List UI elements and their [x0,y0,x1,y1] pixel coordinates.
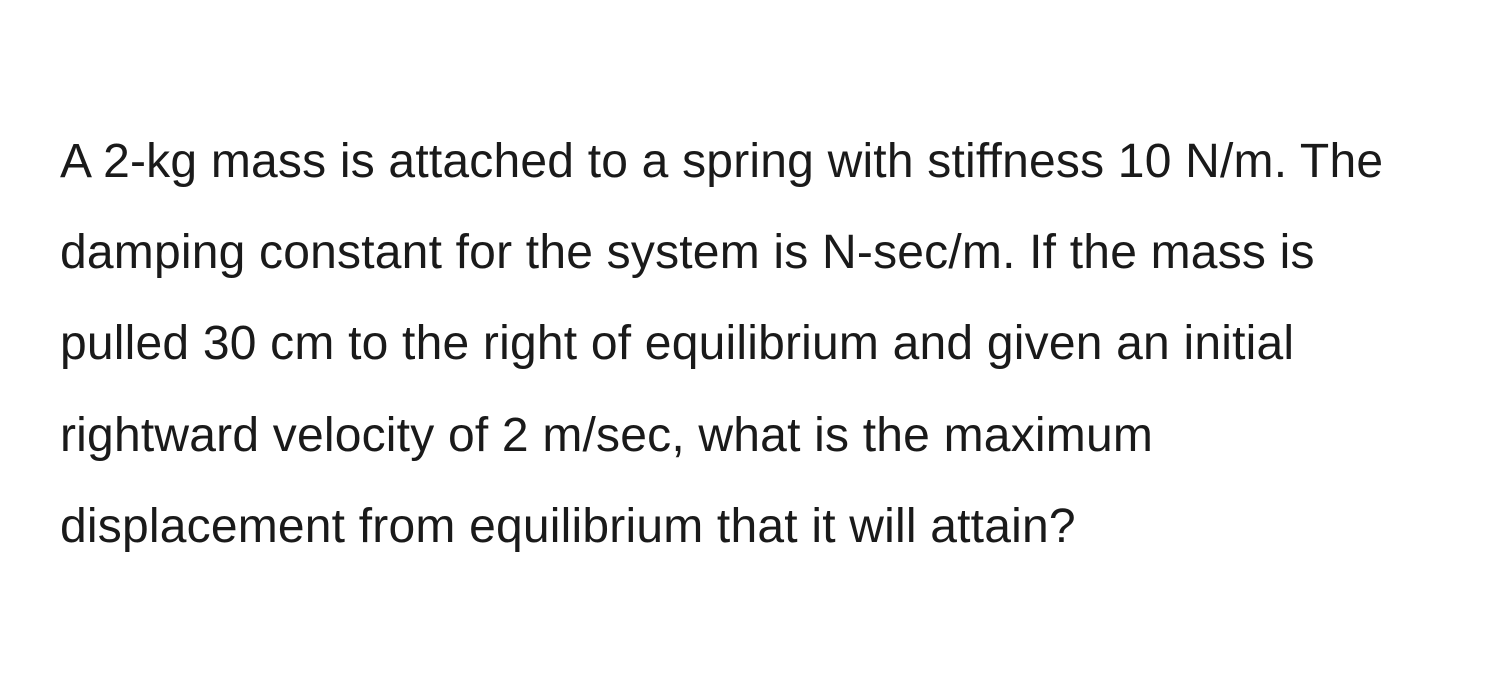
physics-problem-text: A 2-kg mass is attached to a spring with… [60,116,1440,572]
